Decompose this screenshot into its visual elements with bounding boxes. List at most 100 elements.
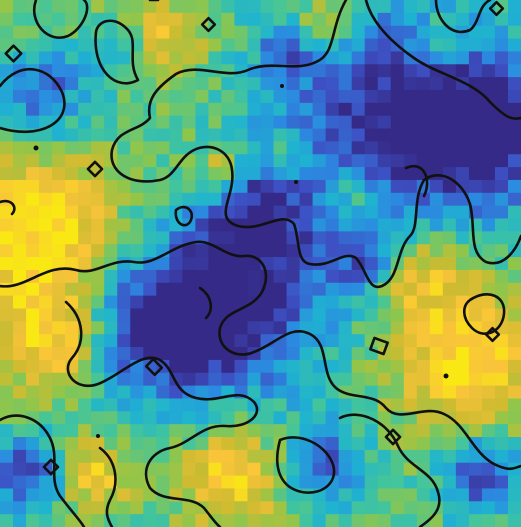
heatmap-cell [143,128,157,142]
heatmap-cell [247,141,262,155]
heatmap-cell [221,321,236,335]
heatmap-cell [481,128,496,142]
heatmap-cell [429,334,444,348]
heatmap-cell [273,308,288,322]
heatmap-cell [416,0,431,14]
heatmap-cell [468,154,483,168]
heatmap-cell [143,385,157,400]
heatmap-cell [117,115,131,130]
heatmap-cell [273,372,288,387]
heatmap-cell [507,411,521,425]
heatmap-cell [13,89,27,104]
heatmap-cell [104,437,118,451]
heatmap-cell [91,77,105,91]
heatmap-cell [429,218,444,232]
heatmap-cell [91,205,105,220]
heatmap-cell [416,385,431,400]
heatmap-cell [130,231,144,245]
heatmap-cell [195,205,210,220]
heatmap-cell [351,411,366,425]
heatmap-cell [0,205,14,220]
heatmap-cell [169,411,183,425]
heatmap-cell [286,205,301,220]
heatmap-cell [234,282,249,297]
heatmap-cell [286,424,301,438]
heatmap-cell [338,244,353,258]
heatmap-cell [117,462,131,477]
heatmap-cell [325,282,340,297]
heatmap-cell [0,501,14,515]
heatmap-cell [390,89,405,104]
heatmap-cell [78,102,92,117]
heatmap-cell [39,385,53,400]
heatmap-cell [117,449,131,464]
heatmap-cell [52,269,66,284]
heatmap-cell [221,89,236,104]
contour-ring [4,44,23,63]
heatmap-cell [468,128,483,142]
heatmap-cell [117,102,131,117]
heatmap-cell [273,25,288,40]
heatmap-cell [260,359,275,374]
heatmap-cell [169,321,183,335]
heatmap-cell [286,38,301,53]
heatmap-cell [91,141,105,155]
heatmap-cell [91,12,105,27]
heatmap-cell [156,514,170,527]
heatmap-cell [481,269,496,284]
heatmap-cell [208,411,223,425]
heatmap-cell [481,51,496,65]
heatmap-cell [507,398,521,412]
heatmap-cell [299,269,314,284]
heatmap-cell [247,437,262,451]
heatmap-cell [468,385,483,400]
heatmap-cell [260,128,275,142]
heatmap-cell [78,154,92,168]
heatmap-cell [143,141,157,155]
heatmap-cell [364,244,379,258]
heatmap-cell [390,347,405,361]
heatmap-cell [234,51,249,65]
heatmap-cell [338,462,353,477]
heatmap-cell [351,334,366,348]
heatmap-cell [52,321,66,335]
heatmap-cell [234,0,249,14]
heatmap-cell [416,128,431,142]
heatmap-cell [416,231,431,245]
heatmap-cell [65,501,79,515]
heatmap-cell [52,257,66,271]
heatmap-cell [195,359,210,374]
heatmap-cell [26,501,40,515]
heatmap-cell [494,231,509,245]
heatmap-cell [156,38,170,53]
contour-dot [443,373,449,379]
heatmap-cell [91,115,105,130]
heatmap-cell [182,0,196,14]
heatmap-cell [208,89,223,104]
heatmap-cell [403,89,418,104]
heatmap-cell [260,77,275,91]
heatmap-cell [104,218,118,232]
heatmap-cell [0,488,14,502]
heatmap-cell [117,192,131,207]
heatmap-cell [156,398,170,412]
heatmap-cell [247,179,262,194]
heatmap-cell [416,514,431,527]
heatmap-cell [0,231,14,245]
heatmap-cell [221,102,236,117]
contour-ring [86,160,104,178]
heatmap-cell [455,398,470,412]
heatmap-cell [390,334,405,348]
heatmap-cell [403,398,418,412]
heatmap-cell [65,128,79,142]
heatmap-cell [247,231,262,245]
heatmap-cell [351,449,366,464]
heatmap-cell [169,269,183,284]
heatmap-cell [143,231,157,245]
heatmap-cell [312,244,327,258]
heatmap-cell [52,12,66,27]
heatmap-cell [403,269,418,284]
heatmap-cell [26,231,40,245]
heatmap-cell [273,514,288,527]
heatmap-cell [442,115,457,130]
